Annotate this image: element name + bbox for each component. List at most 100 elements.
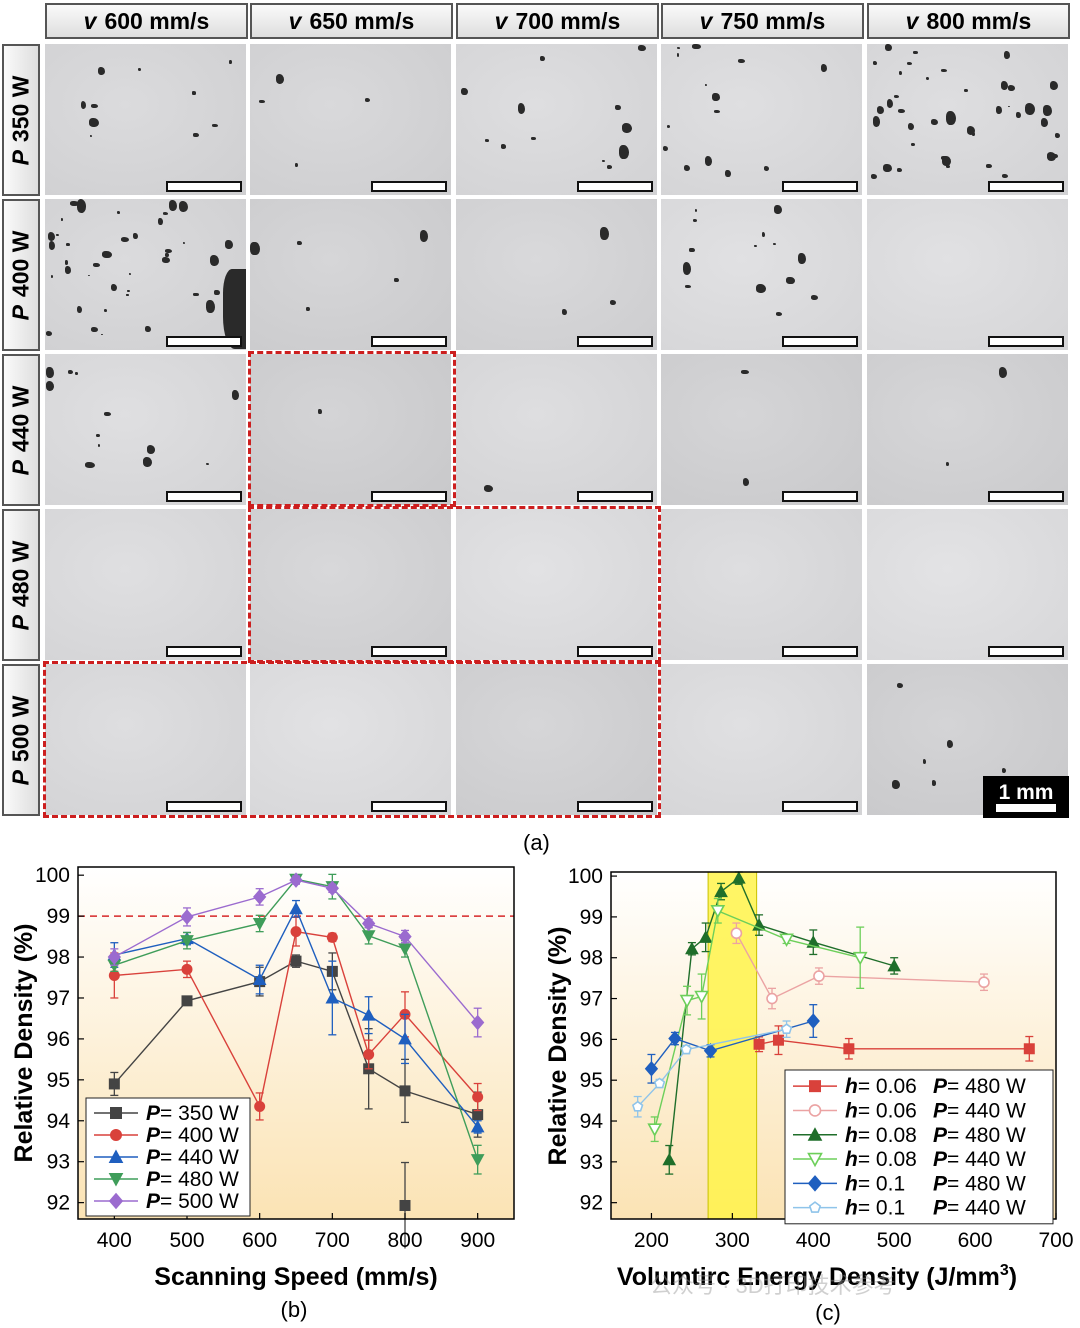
row-label: 350 W	[7, 75, 34, 142]
legend-label-0: P= 350 W	[146, 1102, 239, 1125]
pore	[500, 144, 507, 149]
x-tick-label: 600	[958, 1229, 993, 1252]
cell-scale-bar	[782, 491, 858, 502]
legend-label-0: h= 0.06 P= 480 W	[845, 1075, 1026, 1098]
pore	[600, 227, 610, 240]
y-tick-label: 94	[580, 1110, 604, 1133]
legend-h-var: h	[845, 1075, 858, 1098]
pore	[945, 111, 956, 125]
pore	[297, 241, 303, 246]
data-point	[703, 1043, 718, 1059]
micrograph-p3-v0	[45, 509, 246, 660]
pore	[998, 367, 1007, 378]
pore	[1050, 81, 1059, 90]
cell-scale-bar	[782, 181, 858, 192]
legend-h-var: h	[845, 1148, 858, 1171]
micrograph-p0-v4	[867, 44, 1068, 195]
cell-scale-bar	[371, 336, 447, 347]
pore	[619, 144, 630, 159]
pore	[704, 156, 712, 167]
legend-marker	[808, 1201, 822, 1213]
column-variable: v	[494, 7, 508, 34]
cell-scale-bar	[166, 336, 242, 347]
data-point	[363, 1048, 375, 1060]
data-point	[470, 1154, 485, 1167]
pore	[55, 233, 59, 237]
pore	[100, 333, 104, 336]
legend-h-value: = 0.06	[858, 1099, 917, 1122]
legend	[784, 1069, 1054, 1225]
pore	[886, 98, 894, 108]
x-tick-label: 300	[715, 1229, 750, 1252]
data-point	[680, 1043, 692, 1055]
pore	[873, 61, 877, 65]
legend-marker	[807, 1152, 823, 1168]
micrograph-p4-v3	[661, 664, 862, 815]
chart-c-xlabel-suffix: )	[1009, 1263, 1017, 1291]
column-label: 800 mm/s	[926, 7, 1032, 34]
pore	[120, 237, 129, 242]
pore	[1015, 111, 1021, 119]
y-tick-label: 96	[47, 1028, 70, 1051]
row-header-0: P 350 W	[2, 44, 40, 196]
micrograph-p4-v0	[45, 664, 246, 815]
pore	[963, 88, 968, 93]
cell-scale-bar	[371, 801, 447, 812]
legend-label-1: P= 400 W	[146, 1124, 239, 1147]
pore	[872, 116, 881, 128]
pore	[88, 275, 91, 277]
legend-label-3: h= 0.08 P= 440 W	[845, 1148, 1026, 1171]
pore	[913, 50, 919, 55]
pore	[621, 123, 632, 133]
legend-marker	[108, 1173, 124, 1187]
pore	[945, 462, 950, 466]
micrograph-p2-v3	[661, 354, 862, 505]
pore	[47, 232, 55, 242]
data-point	[471, 1014, 485, 1031]
pore	[876, 106, 884, 114]
data-point	[325, 880, 339, 897]
data-point	[181, 995, 193, 1007]
pore	[810, 295, 819, 301]
legend-h-value: = 0.08	[858, 1124, 917, 1147]
legend-p-var: P	[933, 1148, 948, 1171]
micrograph-p3-v1	[250, 509, 451, 660]
data-point	[181, 963, 193, 975]
legend-h-value: = 0.06	[858, 1075, 917, 1098]
data-point	[361, 1008, 376, 1021]
pore	[178, 200, 188, 212]
x-tick-label: 800	[387, 1229, 422, 1252]
pore	[104, 309, 108, 312]
legend-value: = 500 W	[160, 1190, 239, 1213]
pore	[940, 68, 948, 73]
data-point	[772, 1034, 784, 1046]
data-point	[470, 1119, 485, 1133]
data-point	[180, 909, 194, 925]
micrograph-p3-v2	[456, 509, 657, 660]
pore	[110, 284, 118, 292]
panel-a-label: (a)	[523, 830, 550, 855]
x-tick-label: 700	[315, 1229, 350, 1252]
row-variable: P	[7, 149, 34, 165]
pore	[897, 168, 903, 173]
pore	[761, 232, 766, 237]
cell-scale-bar	[988, 491, 1064, 502]
pore	[606, 164, 613, 169]
pore	[1042, 104, 1053, 117]
pore	[786, 276, 795, 285]
series-line	[113, 960, 478, 1116]
pore	[609, 300, 617, 306]
column-header-4: v 800 mm/s	[867, 3, 1070, 39]
pore	[756, 284, 766, 294]
data-point	[290, 926, 302, 938]
y-tick-label: 94	[47, 1110, 71, 1133]
pore	[922, 759, 926, 764]
cell-scale-bar	[371, 491, 447, 502]
micrograph-p2-v2	[456, 354, 657, 505]
legend-marker	[110, 1107, 122, 1119]
chart-b-panel-label: (b)	[281, 1297, 308, 1322]
data-point	[714, 884, 728, 898]
y-tick-label: 97	[580, 988, 603, 1011]
pore	[711, 92, 720, 102]
